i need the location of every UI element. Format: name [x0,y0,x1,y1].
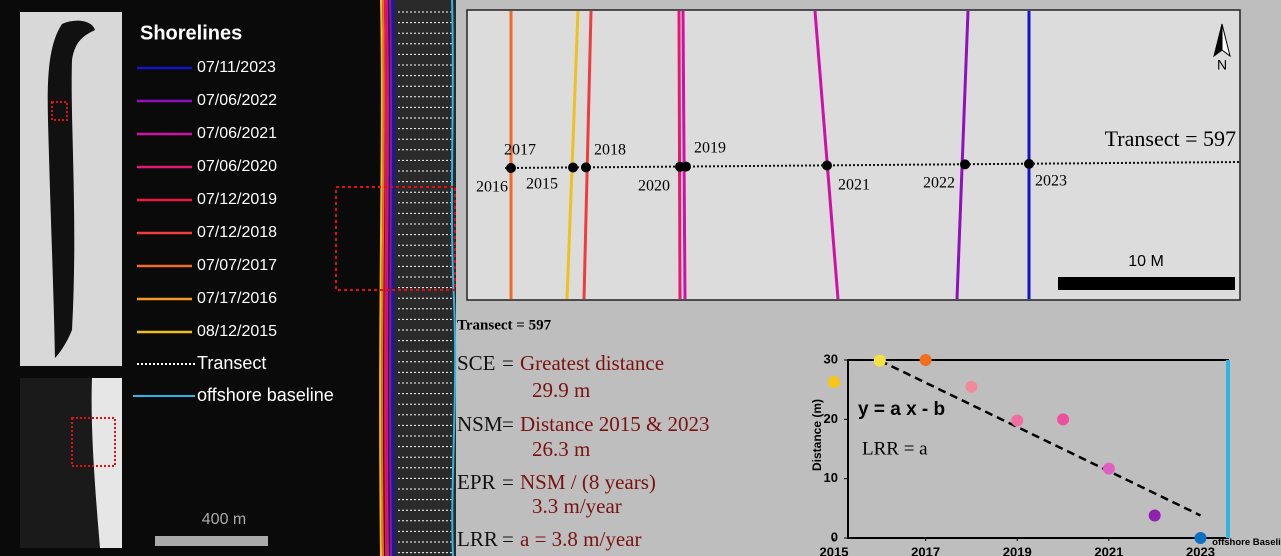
year-label: 2016 [476,179,508,196]
legend-title: Shorelines [140,22,242,44]
formula-name: SCE [457,351,496,375]
legend-label: 07/07/2017 [197,257,277,274]
panel-scale-label: 10 M [1128,253,1164,270]
formula-text: Greatest distance [520,351,664,375]
figure: Shorelines 07/11/2023 07/06/2022 07/06/202… [0,0,1281,556]
y-tick-label: 30 [824,351,838,366]
point [874,355,886,367]
y-axis-label: Distance (m) [810,399,824,471]
legend-label: 07/06/2022 [197,92,277,109]
point [1149,509,1161,521]
formula-eq: = [502,351,514,375]
point [1103,463,1115,475]
y-tick-label: 10 [824,470,838,485]
year-label: 2022 [923,175,955,192]
formula-text: a = 3.8 m/year [520,527,641,551]
year-label: 2020 [638,178,670,195]
scale-label: 400 m [202,511,246,528]
legend-label: 07/06/2021 [197,125,277,142]
legend-label: 07/17/2016 [197,290,277,307]
formula-eq: = [502,527,514,551]
y-tick-label: 20 [824,411,838,426]
legend-label: Transect [197,353,266,373]
point [828,376,840,388]
panel-title: Transect = 597 [1105,126,1236,151]
formula-result: 3.3 m/year [532,494,622,518]
point [1057,413,1069,425]
legend-label: 07/11/2023 [197,59,276,76]
point [920,354,932,366]
y-tick-label: 0 [831,529,838,544]
year-label: 2015 [526,176,558,193]
formula-result: 26.3 m [532,437,590,461]
formula-name: LRR [457,527,498,551]
formula-result: 29.9 m [532,378,590,402]
legend-label: 08/12/2015 [197,323,277,340]
point [1195,532,1207,544]
formula-eq: = [502,412,514,436]
baseline-label: offshore Baseline [1212,537,1281,548]
x-tick-label: 2021 [1094,544,1123,556]
x-tick-label: 2023 [1186,544,1215,556]
x-tick-label: 2019 [1003,544,1032,556]
north-label: N [1217,57,1227,73]
year-label: 2018 [594,142,626,159]
formula-name: NSM [457,412,503,436]
legend-label: 07/12/2018 [197,224,277,241]
year-label: 2019 [694,140,726,157]
legend-label: 07/12/2019 [197,191,277,208]
panel-scale-bar [1058,277,1235,290]
formula-text: Distance 2015 & 2023 [520,412,710,436]
scale-bar [155,536,268,546]
sea-strip [390,0,456,556]
point [1011,415,1023,427]
legend-label: 07/06/2020 [197,158,277,175]
point [965,381,977,393]
year-label: 2017 [504,142,536,159]
year-label: 2021 [838,177,870,194]
formula-eq: = [502,470,514,494]
baseline-label-text: offshore Baseline [1212,537,1281,548]
note: LRR = a [862,438,928,459]
x-tick-label: 2017 [911,544,940,556]
x-tick-label: 2015 [820,544,849,556]
legend: 07/11/2023 07/06/2022 07/06/2021 07/06/2020… [137,59,277,340]
formula-name: EPR [457,470,496,494]
formula-text: NSM / (8 years) [520,470,656,494]
page: {"legend":{"title":"Shorelines", "items"… [0,0,1281,556]
formula-heading: Transect = 597 [457,317,552,333]
year-label: 2023 [1035,173,1067,190]
legend-label: offshore baseline [197,385,334,405]
equation: y = a x - b [858,399,945,420]
transect-panel [467,10,1240,300]
